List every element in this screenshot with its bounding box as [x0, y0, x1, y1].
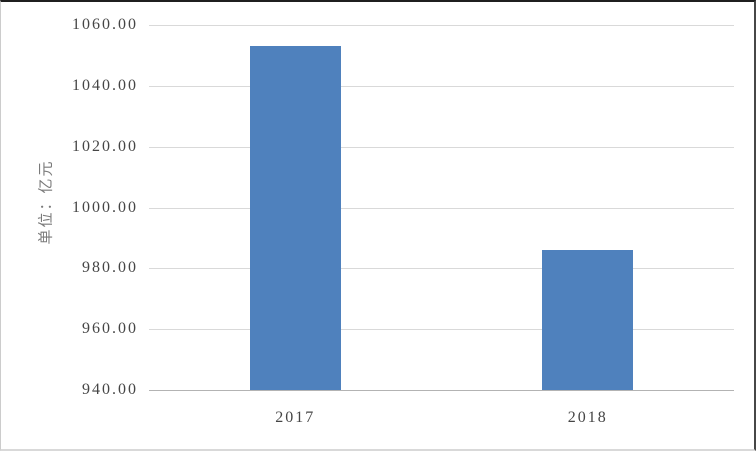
gridline-1060	[149, 25, 734, 26]
gridline-980	[149, 268, 734, 270]
y-tick-label-960: 960.00	[82, 320, 138, 338]
bar-2017	[249, 46, 341, 390]
x-tick-label-2017: 2017	[275, 409, 316, 426]
x-tick-label-2018: 2018	[567, 409, 608, 426]
y-tick-label-1020: 1020.00	[72, 137, 138, 155]
gridline-960	[149, 329, 734, 331]
x-axis-line	[149, 390, 734, 391]
y-tick-label-1000: 1000.00	[72, 198, 138, 216]
y-tick-label-1040: 1040.00	[72, 76, 138, 94]
y-tick-label-980: 980.00	[82, 259, 138, 277]
gridline-1020	[149, 146, 734, 148]
y-tick-label-1060: 1060.00	[72, 16, 138, 33]
y-tick-label-940: 940.00	[82, 381, 138, 398]
plot-area	[149, 25, 734, 391]
bar-2018	[542, 250, 634, 390]
gridline-1040	[149, 85, 734, 87]
gridline-1000	[149, 207, 734, 209]
